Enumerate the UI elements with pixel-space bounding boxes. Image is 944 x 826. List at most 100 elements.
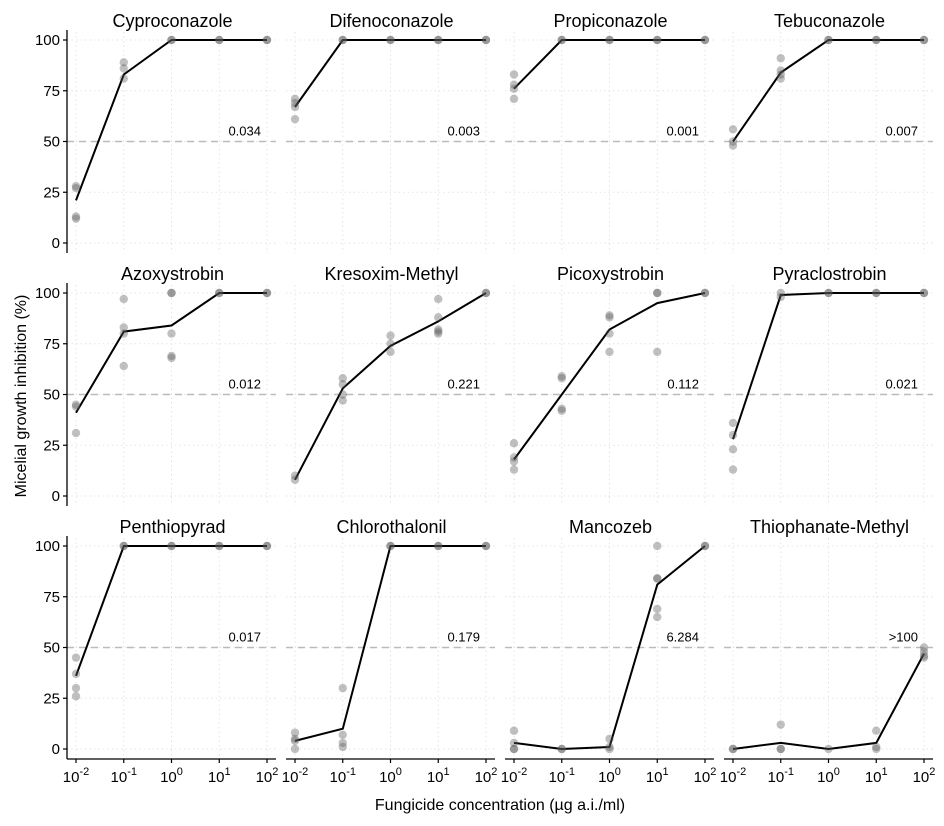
data-point [338,738,347,748]
panel-title: Azoxystrobin [121,264,224,284]
panel-picoxystrobin: 0.112 Picoxystrobin [505,264,714,506]
data-point [215,288,224,298]
panels-group: 0.034 Cyproconazole 0 25 50 75 100 0.003 Difenoc… [35,11,935,786]
x-tick-label: 100 [160,766,183,786]
data-point [386,331,395,340]
data-point [919,288,929,298]
data-point [605,311,614,320]
data-point [509,84,519,93]
data-point [386,347,395,357]
x-tick-label: 10-1 [111,766,137,786]
y-tick-label: 100 [35,285,60,302]
data-point [776,54,785,63]
data-point [824,35,833,45]
data-point [557,744,566,754]
panel-mancozeb: 6.284 Mancozeb 10-2 10-1 100 101 102 [501,517,717,786]
x-tick-label: 101 [865,766,888,786]
data-point [71,683,81,693]
data-point [215,541,224,551]
x-tick-label: 10-2 [63,766,89,786]
data-point [71,692,81,701]
x-tick-label: 100 [817,766,840,786]
panel-pyraclostrobin: 0.021 Pyraclostrobin [724,264,933,506]
x-tick-label: 10-2 [501,766,527,786]
data-point [653,288,662,298]
data-point [434,294,443,304]
data-point [338,396,347,405]
x-tick-label: 10-1 [330,766,356,786]
data-point [824,288,833,298]
fit-line [294,545,486,742]
data-point [919,643,929,652]
panel-penthiopyrad: 0.017 Penthiopyrad 0 25 50 75 100 10-2 10-1 100 10… [35,517,278,786]
x-tick-label: 101 [427,766,450,786]
ec50-label: 6.284 [666,630,699,645]
y-tick-label: 0 [52,741,60,758]
data-point [119,294,128,304]
data-point [119,64,128,73]
data-point [700,35,710,45]
data-point [338,35,347,45]
data-point [290,102,300,112]
data-point [167,35,176,45]
data-point [605,347,614,357]
fit-line [75,39,267,201]
data-point [653,604,662,614]
data-point [262,541,272,551]
data-point [605,329,614,338]
fit-line [294,292,487,481]
data-point [290,475,300,484]
data-point [605,35,614,45]
x-tick-label: 10-1 [768,766,794,786]
data-point [872,288,881,298]
fit-line [513,292,706,461]
data-point [700,288,710,298]
panel-title: Propiconazole [553,11,667,31]
data-point [290,114,300,124]
data-point [605,35,614,45]
data-point [728,465,738,474]
panel-title: Difenoconazole [329,11,453,31]
data-point [290,744,300,754]
data-point [71,402,81,411]
data-point [653,612,662,622]
data-point [557,35,566,45]
data-point [290,728,300,737]
data-point [728,744,738,754]
data-point [872,744,881,754]
data-point [605,744,614,754]
data-point [653,288,662,298]
data-point [824,288,833,298]
panel-title: Mancozeb [569,517,652,537]
data-point [605,734,614,744]
data-point [776,70,785,79]
data-point [71,181,81,191]
ec50-label: 0.221 [447,377,480,392]
x-tick-label: 102 [913,766,936,786]
data-point [653,574,662,583]
panel-title: Pyraclostrobin [772,264,886,284]
panel-difenoconazole: 0.003 Difenoconazole [286,11,495,253]
fit-line [75,545,267,677]
data-point [776,74,785,83]
data-point [338,35,347,45]
y-tick-label: 75 [43,589,60,606]
data-point [728,137,738,146]
data-point [557,406,566,415]
y-tick-label: 100 [35,538,60,555]
panel-title: Cyproconazole [112,11,232,31]
data-point [290,98,300,108]
data-point [167,288,176,298]
data-point [728,418,738,428]
panel-title: Tebuconazole [774,11,885,31]
y-tick-label: 75 [43,336,60,353]
data-point [509,453,519,462]
data-point [119,323,128,332]
data-point [167,353,176,363]
ec50-label: 0.012 [228,377,261,392]
data-point [262,288,272,298]
data-point [509,744,519,754]
y-tick-label: 100 [35,32,60,49]
data-point [509,80,519,89]
data-point [919,35,929,45]
